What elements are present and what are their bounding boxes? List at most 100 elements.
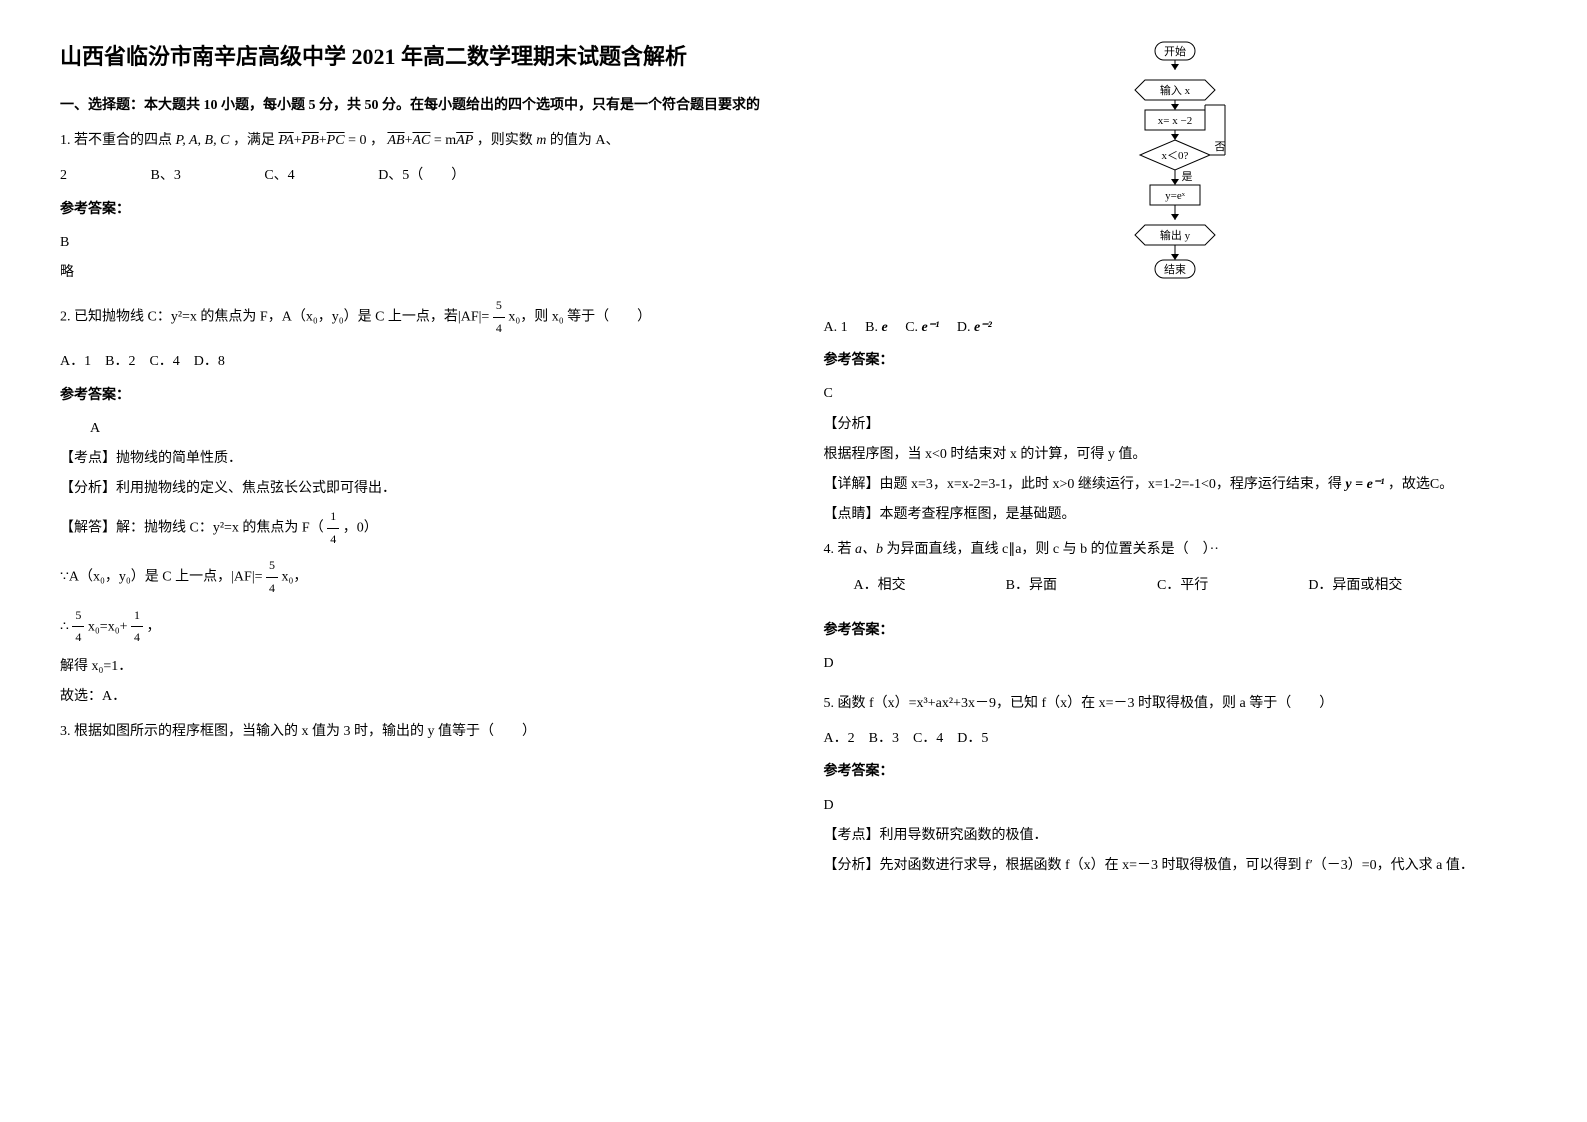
q5-answer: D xyxy=(824,793,1528,818)
document-title: 山西省临汾市南辛店高级中学 2021 年高二数学理期末试题含解析 xyxy=(60,40,764,73)
q1-note: 略 xyxy=(60,260,764,285)
q2-line4: 解得 x₀=1． xyxy=(60,654,764,679)
q3-optC-pre: C. xyxy=(905,320,921,335)
q2-answer: A xyxy=(60,416,764,441)
q2-line3-pre: ∴ xyxy=(60,619,69,634)
q4-optA: A．相交 xyxy=(854,573,906,598)
q2-line3-end: ， xyxy=(146,619,160,634)
question-4: 4. 若 a、b 为异面直线，直线 c∥a，则 c 与 b 的位置关系是（ ）·… xyxy=(824,537,1528,562)
q1-optD: D、5（ ） xyxy=(378,168,465,183)
q4-answer-label: 参考答案： xyxy=(824,618,1528,643)
q1-options: 2 B、3 C、4 D、5（ ） xyxy=(60,163,764,188)
q1-pa: PA xyxy=(278,133,293,148)
q5-options: A．2 B．3 C．4 D．5 xyxy=(824,726,1528,751)
left-column: 山西省临汾市南辛店高级中学 2021 年高二数学理期末试题含解析 一、选择题：本… xyxy=(60,40,764,883)
q3-optB-pre: B. xyxy=(865,320,881,335)
q3-xiangjie: 【详解】由题 x=3，x=x-2=3-1，此时 x>0 继续运行，x=1-2=-… xyxy=(824,472,1528,497)
flow-start: 开始 xyxy=(1164,44,1186,58)
q2-line2-post: x₀， xyxy=(282,570,308,585)
flow-calc: x= x −2 xyxy=(1158,115,1192,127)
question-2: 2. 已知抛物线 C：y²=x 的焦点为 F，A（x₀，y₀）是 C 上一点，若… xyxy=(60,295,764,339)
flowchart-diagram: 开始 输入 x x= x −2 x＜0? 否 xyxy=(1115,40,1235,300)
q1-answer-label: 参考答案： xyxy=(60,197,764,222)
q1-ab: AB xyxy=(387,133,404,148)
q1-pb: PB xyxy=(302,133,319,148)
q3-xj-post: ，故选C。 xyxy=(1388,477,1453,492)
q5-kaodian: 【考点】利用导数研究函数的极值． xyxy=(824,823,1528,848)
q2-line2-pre: ∵A（x₀，y₀）是 C 上一点，|AF|= xyxy=(60,570,263,585)
q3-optD-pre: D. xyxy=(957,320,974,335)
q4-optC: C．平行 xyxy=(1157,573,1208,598)
question-1: 1. 若不重合的四点 P, A, B, C ，满足 PA+PB+PC = 0 ，… xyxy=(60,128,764,153)
q4-ab: a、b xyxy=(855,542,883,557)
q3-answer: C xyxy=(824,381,1528,406)
q3-optD-val: e⁻² xyxy=(974,320,992,335)
q1-optA: 2 xyxy=(60,168,67,183)
section-header: 一、选择题：本大题共 10 小题，每小题 5 分，共 50 分。在每小题给出的四… xyxy=(60,93,764,118)
q1-m: m xyxy=(536,133,546,148)
q1-optC: C、4 xyxy=(264,168,294,183)
q3-optB-val: e xyxy=(881,320,887,335)
q2-jieda-den: 4 xyxy=(327,529,339,551)
q2-l2-den: 4 xyxy=(266,578,278,600)
q1-text-pre: 1. 若不重合的四点 xyxy=(60,133,172,148)
q2-answer-label: 参考答案： xyxy=(60,383,764,408)
q3-xj-y: y = e⁻¹ xyxy=(1345,477,1384,492)
q2-frac: 54 xyxy=(493,295,505,339)
flow-yes: 是 xyxy=(1182,170,1193,183)
q3-optC-val: e⁻¹ xyxy=(922,320,940,335)
q3-optA: A. 1 xyxy=(824,320,848,335)
q3-fenxi-label: 【分析】 xyxy=(824,412,1528,437)
q4-pre: 4. 若 xyxy=(824,542,852,557)
q5-fenxi: 【分析】先对函数进行求导，根据函数 f（x）在 x=－3 时取得极值，可以得到 … xyxy=(824,853,1528,878)
q1-eq: = m xyxy=(430,133,456,148)
q3-options: A. 1 B. e C. e⁻¹ D. e⁻² xyxy=(824,315,1528,340)
flow-assign: y=eˣ xyxy=(1165,190,1186,202)
q2-line5: 故选：A． xyxy=(60,684,764,709)
q4-options: A．相交 B．异面 C．平行 D．异面或相交 xyxy=(824,573,1528,598)
q1-end: 的值为 A、 xyxy=(550,133,620,148)
q2-l3-frac2: 14 xyxy=(131,605,143,649)
q3-xj-pre: 【详解】由题 x=3，x=x-2=3-1，此时 x>0 继续运行，x=1-2=-… xyxy=(824,477,1342,492)
q1-pabc: P, A, B, C xyxy=(176,133,230,148)
q2-l2-num: 5 xyxy=(266,555,278,578)
q5-answer-label: 参考答案： xyxy=(824,759,1528,784)
q3-dianqing: 【点睛】本题考查程序框图，是基础题。 xyxy=(824,502,1528,527)
q1-zero: = 0 xyxy=(348,133,366,148)
q2-frac-den: 4 xyxy=(493,318,505,340)
flow-input: 输入 x xyxy=(1160,83,1191,97)
flow-no: 否 xyxy=(1215,141,1226,153)
q2-jieda: 【解答】解：抛物线 C：y²=x 的焦点为 F（ 14 ，0） xyxy=(60,506,764,550)
q4-optB: B．异面 xyxy=(1006,573,1057,598)
q2-frac-num: 5 xyxy=(493,295,505,318)
q3-fenxi: 根据程序图，当 x<0 时结束对 x 的计算，可得 y 值。 xyxy=(824,442,1528,467)
q2-l3-n2: 1 xyxy=(131,605,143,628)
q2-line3-mid: x₀=x₀+ xyxy=(88,619,128,634)
question-3-text: 3. 根据如图所示的程序框图，当输入的 x 值为 3 时，输出的 y 值等于（ … xyxy=(60,719,764,744)
q2-jieda-num: 1 xyxy=(327,506,339,529)
q2-pre: 2. 已知抛物线 C：y²=x 的焦点为 F，A（x₀，y₀）是 C 上一点，若… xyxy=(60,309,489,324)
flow-cond: x＜0? xyxy=(1162,150,1189,162)
q2-line2: ∵A（x₀，y₀）是 C 上一点，|AF|= 54 x₀， xyxy=(60,555,764,599)
q2-l3-n1: 5 xyxy=(72,605,84,628)
q2-l3-d1: 4 xyxy=(72,627,84,649)
flow-output: 输出 y xyxy=(1160,228,1191,242)
q2-end: x₀，则 x₀ 等于（ ） xyxy=(508,309,651,324)
q2-jieda-frac: 14 xyxy=(327,506,339,550)
q2-l3-frac1: 54 xyxy=(72,605,84,649)
q4-answer: D xyxy=(824,651,1528,676)
q1-optB: B、3 xyxy=(151,168,181,183)
q2-line2-frac: 54 xyxy=(266,555,278,599)
q2-jieda-pre: 【解答】解：抛物线 C：y²=x 的焦点为 F（ xyxy=(60,521,324,536)
q2-options: A．1 B．2 C．4 D．8 xyxy=(60,349,764,374)
q1-mid3: ，则实数 xyxy=(477,133,533,148)
flow-end: 结束 xyxy=(1164,263,1186,276)
q1-pc: PC xyxy=(327,133,345,148)
q2-fenxi: 【分析】利用抛物线的定义、焦点弦长公式即可得出． xyxy=(60,476,764,501)
q2-jieda-post: ，0） xyxy=(343,521,378,536)
question-5: 5. 函数 f（x）=x³+ax²+3x－9，已知 f（x）在 x=－3 时取得… xyxy=(824,691,1528,716)
q4-optD: D．异面或相交 xyxy=(1308,573,1402,598)
q3-answer-label: 参考答案： xyxy=(824,348,1528,373)
q1-ap: AP xyxy=(456,133,473,148)
q1-mid2: ， xyxy=(370,133,384,148)
